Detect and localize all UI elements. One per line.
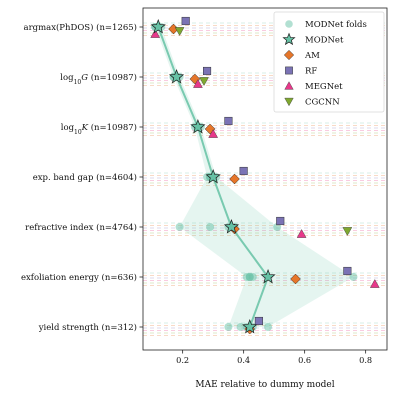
am-point — [229, 173, 240, 185]
fold-point — [349, 273, 358, 281]
cgcnn-point — [342, 227, 353, 236]
rf-point — [224, 116, 233, 126]
modnet-point — [190, 119, 206, 134]
modnet-point — [242, 319, 258, 334]
rf-point — [239, 166, 248, 176]
y-category-label: argmax(PhDOS) (n=1265) — [24, 22, 138, 33]
modnet-point — [150, 19, 166, 34]
modnet-point — [260, 269, 276, 284]
x-axis-title: MAE relative to dummy model — [195, 380, 334, 390]
rf-point — [181, 16, 190, 26]
legend-label: MEGNet — [305, 82, 343, 92]
legend-marker — [285, 66, 293, 75]
legend-label: AM — [304, 51, 320, 61]
x-tick-label: 0.2 — [176, 355, 189, 365]
x-tick-label: 0.4 — [237, 355, 250, 365]
legend-label: MODNet folds — [305, 20, 367, 30]
rf-point — [203, 66, 212, 76]
modnet-point — [205, 169, 221, 184]
legend-marker — [282, 32, 296, 46]
fold-point — [245, 273, 254, 281]
x-axis: 0.2 0.4 0.6 0.8 — [176, 350, 372, 365]
rf-point — [254, 316, 263, 326]
rf-point — [276, 216, 285, 226]
y-category-label: log10K (n=10987) — [61, 122, 137, 136]
fold-point — [236, 323, 245, 331]
legend-box — [273, 11, 385, 113]
y-category-label: exp. band gap (n=4604) — [33, 172, 137, 183]
legend-marker — [284, 97, 294, 107]
fold-band — [155, 27, 354, 327]
rf-point — [343, 266, 352, 276]
y-category-label: log10G (n=10987) — [60, 72, 137, 86]
model-points-layer — [150, 16, 380, 335]
legend-marker — [285, 20, 293, 28]
y-category-label: yield strength (n=312) — [38, 322, 137, 333]
x-tick-label: 0.8 — [359, 355, 372, 365]
megnet-point — [150, 29, 161, 38]
legend-marker — [283, 49, 295, 61]
megnet-point — [193, 79, 203, 88]
fold-point — [175, 223, 184, 231]
fold-point — [264, 323, 273, 331]
am-point — [290, 273, 301, 285]
y-axis: argmax(PhDOS) (n=1265) log10G (n=10987) lo… — [21, 22, 143, 333]
legend: MODNet folds MODNet AM RF MEGNet CGCNN — [273, 11, 385, 113]
legend-label: CGCNN — [305, 98, 340, 108]
modnet-point — [223, 219, 240, 234]
y-category-label: exfoliation energy (n=636) — [21, 272, 137, 283]
cgcnn-point — [174, 27, 185, 36]
megnet-point — [369, 279, 380, 288]
megnet-point — [208, 129, 218, 138]
fold-point — [206, 223, 215, 231]
legend-marker — [284, 81, 294, 90]
legend-label: MODNet — [305, 36, 344, 46]
cgcnn-point — [199, 77, 209, 86]
fold-point — [224, 323, 233, 331]
y-category-label: refractive index (n=4764) — [25, 222, 137, 233]
plot-frame — [142, 7, 388, 351]
x-tick-label: 0.6 — [298, 355, 311, 365]
modnet-point — [168, 69, 185, 84]
megnet-point — [296, 229, 307, 238]
legend-label: RF — [305, 67, 317, 77]
fold-band-layer — [155, 27, 354, 327]
